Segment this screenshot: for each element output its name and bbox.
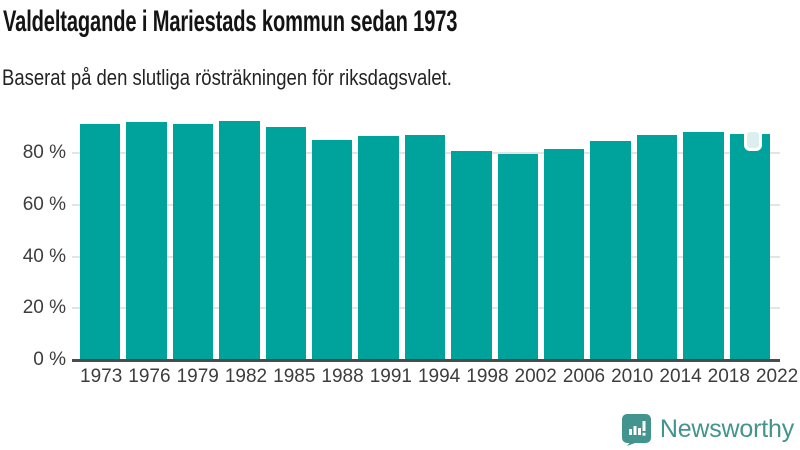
y-tick-label-80: 80 % [22, 142, 66, 164]
newsworthy-logo[interactable]: Newsworthy [621, 412, 794, 446]
y-tick-label-20: 20 % [22, 297, 66, 319]
bar-1994[interactable] [404, 135, 446, 359]
x-tick-label-1988: 1988 [321, 366, 364, 387]
x-tick-label-1985: 1985 [273, 366, 316, 387]
latest-value-marker [743, 129, 762, 151]
chart-title: Valdeltagande i Mariestads kommun sedan … [3, 5, 458, 38]
bar-2010[interactable] [590, 140, 631, 359]
x-tick-label-1991: 1991 [369, 366, 412, 387]
bar-1988[interactable] [312, 139, 353, 359]
x-tick-label-2018: 2018 [707, 366, 750, 387]
x-tick-label-1973: 1973 [80, 366, 123, 387]
bar-series [80, 111, 771, 359]
x-tick-label-2022: 2022 [755, 366, 799, 387]
x-tick-label-1994: 1994 [417, 366, 461, 387]
x-tick-label-1979: 1979 [176, 366, 219, 387]
bar-1991[interactable] [358, 135, 399, 359]
brand-name: Newsworthy [659, 414, 794, 443]
bar-2002[interactable] [497, 153, 539, 359]
bar-1973[interactable] [80, 124, 121, 359]
x-tick-label-2014: 2014 [659, 366, 702, 387]
x-axis-line [72, 359, 780, 362]
plot-area: 0 % 20 % 40 % 60 % 80 % [23, 111, 780, 369]
bar-1985[interactable] [265, 126, 307, 359]
x-tick-label-1998: 1998 [466, 366, 509, 387]
bar-2018[interactable] [683, 131, 724, 359]
y-tick-label-0: 0 % [33, 349, 66, 370]
bar-1979[interactable] [172, 123, 214, 359]
bar-2014[interactable] [636, 135, 678, 359]
bar-1998[interactable] [451, 150, 492, 359]
x-tick-label-2006: 2006 [562, 366, 606, 387]
x-tick-label-1976: 1976 [128, 366, 171, 387]
bar-2006[interactable] [544, 148, 585, 359]
x-tick-label-1982: 1982 [224, 366, 268, 387]
speech-bubble-bar-chart-icon [621, 413, 651, 446]
x-tick-label-2002: 2002 [514, 366, 557, 387]
x-tick-label-2010: 2010 [611, 366, 654, 387]
x-axis-labels: 1973 1976 1979 1982 1985 1988 1991 1994 1998 2002… [80, 366, 798, 388]
bar-1982[interactable] [219, 121, 260, 359]
chart-subtitle: Baserat på den slutliga rösträkningen fö… [2, 65, 452, 90]
y-tick-label-60: 60 % [22, 194, 66, 215]
bar-2022[interactable] [729, 129, 771, 359]
y-tick-label-40: 40 % [22, 245, 66, 267]
bar-1976[interactable] [126, 121, 167, 359]
